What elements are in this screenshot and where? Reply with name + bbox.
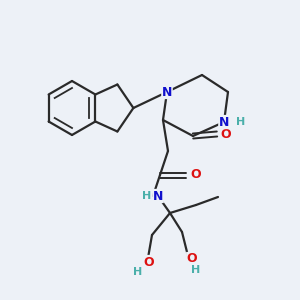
Text: O: O — [191, 169, 201, 182]
Text: N: N — [219, 116, 229, 128]
Text: N: N — [162, 85, 172, 98]
Text: O: O — [144, 256, 154, 268]
Text: N: N — [153, 190, 163, 202]
Text: O: O — [221, 128, 231, 140]
Text: H: H — [142, 191, 152, 201]
Text: H: H — [134, 267, 142, 277]
Text: O: O — [187, 253, 197, 266]
Text: H: H — [236, 117, 246, 127]
Text: H: H — [191, 265, 201, 275]
